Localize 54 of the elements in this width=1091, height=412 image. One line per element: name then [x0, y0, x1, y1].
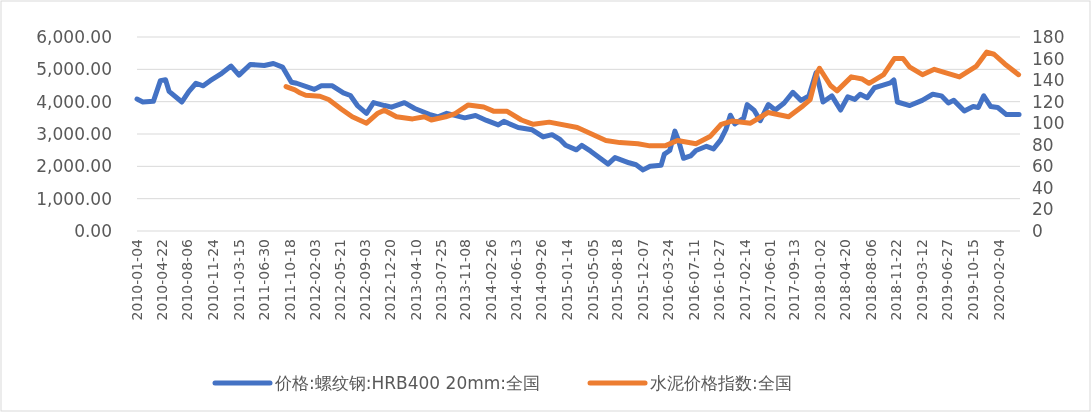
x-tick-label: 2017-06-01: [761, 239, 778, 321]
x-tick-label: 2015-08-18: [609, 239, 626, 321]
y-tick-label: 1,000.00: [36, 188, 112, 209]
x-tick-label: 2014-06-13: [508, 239, 525, 321]
x-tick-label: 2011-03-15: [230, 239, 247, 321]
y2-tick-label: 60: [1032, 156, 1054, 177]
x-tick-label: 2013-04-10: [407, 239, 424, 321]
y-tick-label: 5,000.00: [36, 59, 112, 80]
x-tick-label: 2010-04-22: [154, 239, 171, 321]
x-tick-label: 2010-08-06: [179, 238, 196, 321]
x-tick-label: 2012-05-21: [332, 239, 349, 321]
x-tick-label: 2014-09-26: [532, 238, 549, 321]
x-tick-label: 2011-10-18: [281, 239, 298, 321]
y2-tick-label: 180: [1032, 27, 1065, 47]
x-tick-label: 2010-01-04: [129, 238, 145, 321]
x-tick-label: 2012-02-03: [306, 239, 323, 321]
y2-tick-label: 0: [1032, 221, 1043, 241]
y-tick-label: 3,000.00: [36, 124, 112, 144]
x-tick-label: 2018-08-06: [862, 238, 879, 321]
x-tick-label: 2015-12-07: [635, 239, 652, 321]
y2-tick-label: 120: [1032, 91, 1065, 112]
x-tick-label: 2010-11-24: [204, 238, 221, 321]
y2-tick-label: 100: [1032, 113, 1065, 134]
x-tick-label: 2013-07-25: [432, 239, 449, 321]
x-tick-label: 2012-09-03: [356, 239, 373, 321]
x-tick-label: 2016-03-24: [660, 238, 677, 321]
y-tick-label: 4,000.00: [36, 91, 112, 112]
x-tick-label: 2013-11-08: [457, 239, 474, 321]
y-tick-label: 2,000.00: [36, 156, 112, 177]
legend-label: 水泥价格指数:全国: [650, 373, 792, 393]
x-tick-label: 2019-10-15: [964, 239, 981, 321]
y2-tick-label: 40: [1032, 177, 1054, 198]
x-tick-label: 2012-12-20: [381, 239, 398, 321]
x-tick-label: 2011-06-30: [255, 239, 272, 321]
legend-label: 价格:螺纹钢:HRB400 20mm:全国: [274, 373, 541, 393]
x-tick-label: 2018-11-22: [888, 239, 904, 321]
y2-tick-label: 160: [1032, 48, 1065, 69]
x-tick-label: 2016-07-11: [685, 239, 702, 321]
x-tick-label: 2015-05-05: [584, 239, 601, 321]
x-tick-label: 2019-03-12: [913, 239, 930, 321]
x-tick-label: 2014-02-26: [483, 238, 500, 321]
y2-tick-label: 20: [1032, 199, 1054, 220]
x-tick-label: 2017-09-13: [786, 239, 803, 321]
x-tick-label: 2018-01-02: [812, 239, 829, 321]
x-tick-label: 2015-01-14: [558, 238, 575, 321]
y2-tick-label: 80: [1032, 134, 1054, 155]
x-tick-label: 2018-04-20: [837, 239, 854, 321]
x-tick-label: 2016-10-27: [711, 239, 728, 321]
y2-tick-label: 140: [1032, 70, 1065, 91]
x-tick-label: 2017-02-14: [736, 238, 753, 321]
y-tick-label: 0.00: [74, 221, 112, 241]
x-tick-label: 2019-06-27: [938, 239, 955, 321]
y-tick-label: 6,000.00: [36, 27, 112, 47]
x-tick-label: 2020-02-04: [990, 238, 1007, 321]
